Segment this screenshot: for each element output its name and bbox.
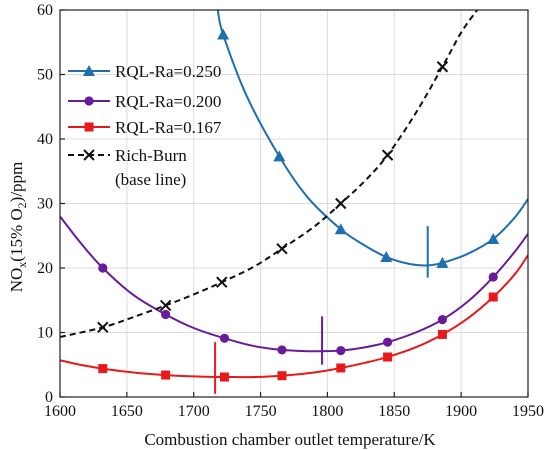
data-point-3-4 <box>335 197 347 210</box>
legend-label-ra-0200: RQL-Ra=0.200 <box>115 92 221 111</box>
legend-item-ra-0167: RQL-Ra=0.167 <box>68 118 222 137</box>
minimum-markers <box>214 226 429 394</box>
series-line-2 <box>60 254 528 379</box>
legend-circle-marker <box>84 96 94 106</box>
y-axis-title: NOx(15% O2)/ppm <box>7 162 29 293</box>
data-point-1-3 <box>277 345 287 355</box>
x-axis-title: Combustion chamber outlet temperature/K <box>144 430 436 449</box>
data-point-2-3 <box>277 371 287 381</box>
legend-item-ra-0200: RQL-Ra=0.200 <box>68 92 221 111</box>
data-point-2-0 <box>98 364 108 374</box>
data-point-0-4 <box>436 256 449 268</box>
data-point-1-6 <box>437 315 448 325</box>
y-axis-title-sub1: x <box>15 262 29 268</box>
data-point-0-3 <box>380 251 393 263</box>
y-axis-title-suffix: )/ppm <box>7 162 26 203</box>
legend-item-ra-0250: RQL-Ra=0.250 <box>68 62 221 81</box>
data-point-2-2 <box>219 372 229 382</box>
y-axis-title-sub2: 2 <box>15 202 29 208</box>
legend-label-ra-0250: RQL-Ra=0.250 <box>115 62 221 81</box>
data-point-1-7 <box>488 272 498 282</box>
y-tick-label: 30 <box>37 196 53 213</box>
data-point-3-1 <box>159 299 172 312</box>
data-point-0-2 <box>334 223 347 235</box>
y-tick-label: 60 <box>37 2 53 19</box>
data-point-0-0 <box>217 28 230 40</box>
y-tick-label: 50 <box>37 67 53 84</box>
legend-square-marker <box>84 122 94 132</box>
data-points <box>97 28 500 382</box>
grid <box>59 9 529 398</box>
x-tick-label: 1650 <box>111 403 143 420</box>
x-tick-label: 1600 <box>44 403 76 420</box>
data-point-1-1 <box>161 309 171 320</box>
legend-label-rich-burn: Rich-Burn <box>115 146 187 165</box>
data-point-1-5 <box>383 337 393 347</box>
y-tick-label: 0 <box>45 389 53 406</box>
y-tick-label: 40 <box>37 131 53 148</box>
legend: RQL-Ra=0.250 RQL-Ra=0.200 RQL-Ra=0.167 R… <box>68 62 222 189</box>
series-line-1 <box>60 215 528 353</box>
data-point-2-7 <box>488 292 498 302</box>
series-line-0 <box>216 10 528 267</box>
data-point-2-4 <box>336 363 346 373</box>
legend-item-rich-burn: Rich-Burn (base line) <box>68 146 187 189</box>
data-point-3-0 <box>97 321 109 334</box>
x-tick-label: 1850 <box>378 403 410 420</box>
data-point-1-0 <box>98 263 108 273</box>
data-point-3-5 <box>381 149 394 161</box>
data-point-0-1 <box>273 150 286 162</box>
legend-label-rich-burn-line2: (base line) <box>115 170 186 189</box>
x-tick-label: 1700 <box>178 403 210 420</box>
y-tick-label: 20 <box>37 260 53 277</box>
data-point-2-1 <box>161 370 171 380</box>
y-axis-ticks: 0 10 20 30 40 50 60 <box>37 2 65 406</box>
legend-x-marker <box>83 149 95 161</box>
data-point-3-6 <box>436 61 449 73</box>
y-tick-label: 10 <box>37 325 53 342</box>
data-point-3-2 <box>216 276 228 288</box>
y-axis-title-prefix: NO <box>7 268 26 293</box>
data-point-1-4 <box>336 345 346 356</box>
y-axis-title-middle: (15% O <box>7 208 26 261</box>
data-point-0-5 <box>487 232 500 244</box>
data-point-3-3 <box>276 242 288 255</box>
x-tick-label: 1900 <box>445 403 477 420</box>
x-tick-label: 1800 <box>311 403 343 420</box>
data-point-1-2 <box>219 333 230 343</box>
series-line-3 <box>60 10 479 338</box>
data-point-2-5 <box>383 352 393 362</box>
x-tick-label: 1750 <box>245 403 277 420</box>
legend-triangle-marker <box>83 65 95 76</box>
x-axis-ticks: 1600 1650 1700 1750 1800 1850 1900 1950 <box>44 392 544 420</box>
legend-label-ra-0167: RQL-Ra=0.167 <box>115 118 222 137</box>
data-point-2-6 <box>437 329 447 339</box>
x-tick-label: 1950 <box>512 403 544 420</box>
